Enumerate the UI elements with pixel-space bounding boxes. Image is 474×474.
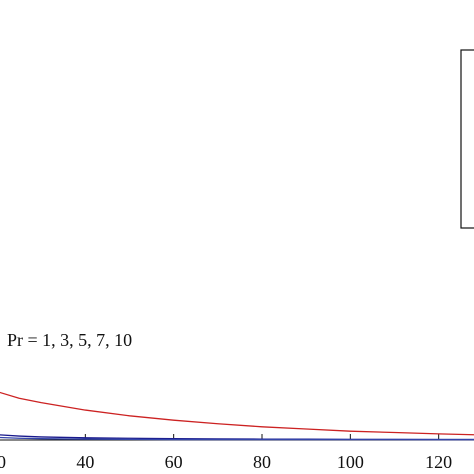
annotation: Pr = 1, 3, 5, 7, 10 <box>7 330 132 350</box>
line-series <box>0 391 474 436</box>
x-tick-label: 120 <box>425 452 452 472</box>
x-tick-label: 40 <box>76 452 94 472</box>
x-tick-label: 60 <box>165 452 183 472</box>
x-tick-label: 80 <box>253 452 271 472</box>
x-tick-label: 100 <box>337 452 364 472</box>
line-series <box>0 436 474 441</box>
x-tick-label: 20 <box>0 452 6 472</box>
legend-box <box>460 49 474 229</box>
